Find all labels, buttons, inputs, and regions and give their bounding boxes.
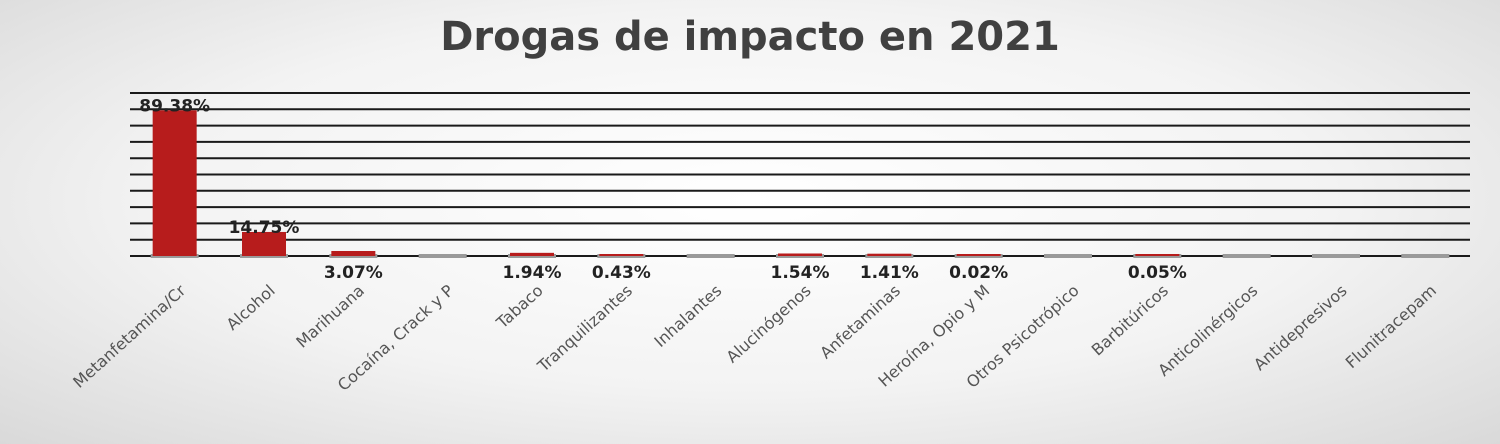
category-label: Alucinógenos	[722, 281, 814, 367]
gridlines	[130, 92, 1470, 257]
category-label: Metanfetamina/Cr	[69, 281, 189, 392]
data-labels: 89.38% 14.75% 3.07% 1.94% 0.43% 1.54% 1.41% 0.0…	[139, 96, 1187, 283]
data-label: 0.05%	[1128, 263, 1187, 283]
data-label: 14.75%	[229, 218, 300, 238]
category-label: Tranquilizantes	[533, 281, 636, 376]
bar	[510, 252, 554, 256]
bar	[242, 231, 286, 256]
category-label: Marihuana	[292, 281, 368, 352]
category-label: Flunitracepam	[1342, 281, 1440, 372]
category-label: Tabaco	[492, 281, 547, 333]
category-label: Anfetaminas	[816, 281, 904, 363]
category-label: Inhalantes	[650, 281, 725, 351]
bar	[956, 254, 1001, 256]
category-label: Barbitúricos	[1088, 281, 1172, 360]
category-label: Alcohol	[223, 281, 279, 334]
bar	[778, 253, 822, 256]
data-label: 1.54%	[771, 263, 830, 283]
bar	[867, 253, 912, 256]
category-labels: Metanfetamina/Cr Alcohol MarihuanaCocaína,…	[69, 281, 1440, 395]
bar	[331, 250, 376, 256]
data-label: 0.02%	[949, 263, 1008, 283]
data-label: 0.43%	[592, 263, 651, 283]
bar	[152, 110, 197, 256]
bars	[150, 110, 1450, 258]
data-label: 1.94%	[503, 263, 562, 283]
bar	[1135, 254, 1180, 256]
data-label: 89.38%	[139, 96, 210, 116]
data-label: 1.41%	[860, 263, 919, 283]
data-label: 3.07%	[324, 263, 383, 283]
chart-title: Drogas de impacto en 2021	[440, 14, 1060, 60]
category-label: Antidepresivos	[1250, 281, 1351, 374]
bar	[599, 254, 644, 256]
